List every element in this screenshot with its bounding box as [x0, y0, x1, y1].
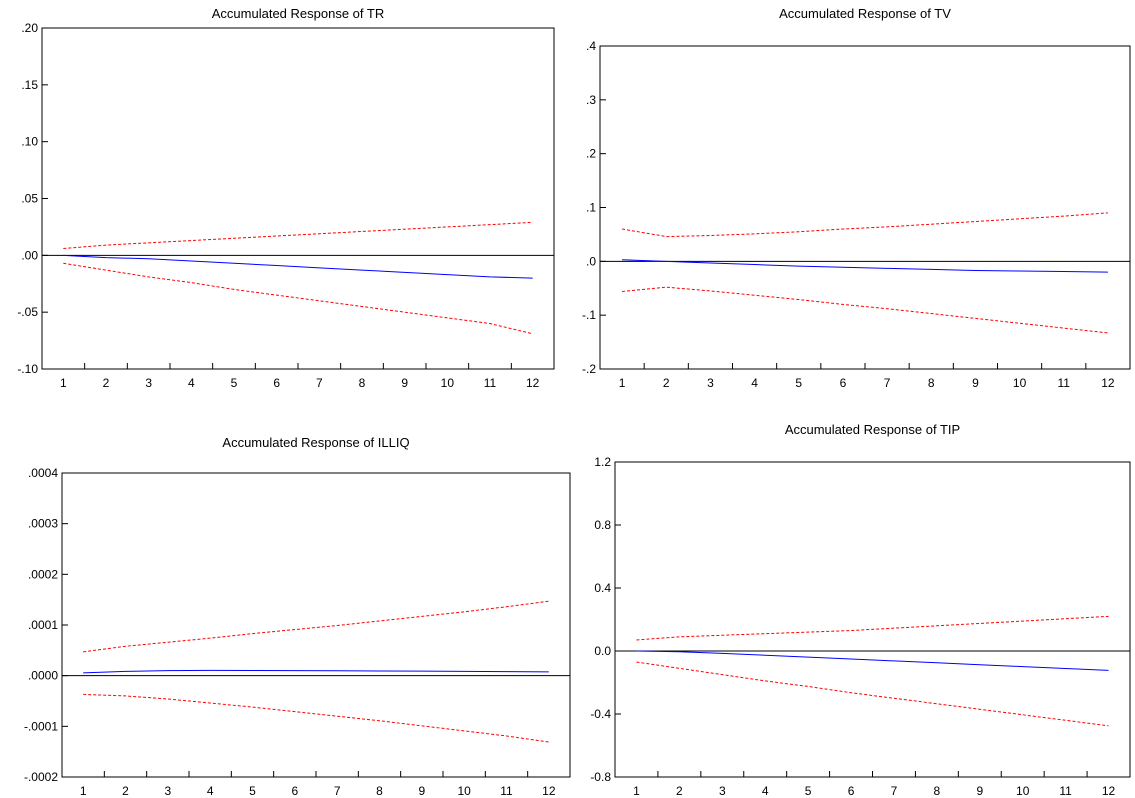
x-tick-label: 3 — [707, 376, 714, 390]
y-tick-label: .0000 — [28, 669, 58, 683]
y-tick-label: -.05 — [17, 305, 38, 319]
x-tick-label: 1 — [619, 376, 626, 390]
chart-panel-2: Accumulated Response of TV .4 .3 .2 .1 .0 -.1 -… — [582, 6, 1131, 390]
x-tick-label: 10 — [1013, 376, 1027, 390]
y-tick-label: -.1 — [582, 308, 596, 322]
y-tick-label: -.10 — [17, 362, 38, 376]
x-tick-label: 1 — [60, 376, 67, 390]
x-tick-label: 3 — [164, 784, 171, 798]
series-line-lower-band — [622, 286, 1108, 334]
x-tick-label: 10 — [441, 376, 455, 390]
plot-frame — [599, 45, 1131, 370]
chart-panel-1: Accumulated Response of TR .20 .15 .10 .05 .0… — [17, 6, 555, 390]
x-tick-label: 2 — [663, 376, 670, 390]
y-tick-label: .0002 — [28, 567, 58, 581]
y-tick-label: -.0001 — [24, 719, 58, 733]
chart-title: Accumulated Response of TIP — [785, 422, 960, 437]
y-tick-label: .1 — [586, 201, 596, 215]
x-tick-label: 6 — [848, 784, 855, 798]
x-tick-label: 3 — [719, 784, 726, 798]
chart-title: Accumulated Response of TV — [779, 6, 951, 21]
chart-title: Accumulated Response of TR — [212, 6, 384, 21]
x-tick-label: 1 — [633, 784, 640, 798]
chart-panel-3: Accumulated Response of ILLIQ .0004 .0003.… — [24, 435, 571, 798]
x-tick-label: 9 — [976, 784, 983, 798]
x-tick-label: 8 — [376, 784, 383, 798]
y-tick-label: 0.4 — [594, 581, 611, 595]
x-tick-label: 1 — [80, 784, 87, 798]
x-tick-label: 11 — [1058, 376, 1071, 390]
series-line-response — [622, 259, 1108, 273]
y-tick-label: .10 — [21, 135, 38, 149]
y-tick-label: .4 — [586, 39, 596, 53]
x-tick-label: 12 — [1102, 784, 1116, 798]
x-tick-label: 6 — [273, 376, 280, 390]
x-tick-label: 9 — [418, 784, 425, 798]
y-tick-label: -.2 — [582, 362, 596, 376]
series-line-response — [83, 669, 549, 674]
y-tick-label: .3 — [586, 93, 596, 107]
y-tick-label: -.0002 — [24, 770, 58, 784]
x-tick-label: 4 — [751, 376, 758, 390]
x-tick-label: 10 — [457, 784, 471, 798]
y-tick-label: 0.0 — [594, 644, 611, 658]
series-line-upper-band — [83, 600, 549, 653]
x-tick-label: 4 — [762, 784, 769, 798]
x-tick-label: 10 — [1016, 784, 1030, 798]
x-tick-label: 5 — [249, 784, 256, 798]
x-tick-label: 9 — [972, 376, 979, 390]
x-tick-label: 6 — [291, 784, 298, 798]
x-tick-label: 5 — [231, 376, 238, 390]
x-tick-label: 2 — [103, 376, 110, 390]
x-tick-label: 11 — [500, 784, 513, 798]
y-tick-label: .0001 — [28, 618, 58, 632]
series-line-upper-band — [636, 615, 1109, 641]
x-tick-label: 8 — [359, 376, 366, 390]
x-tick-label: 11 — [1059, 784, 1072, 798]
x-tick-label: 4 — [188, 376, 195, 390]
x-tick-label: 8 — [934, 784, 941, 798]
chart-title: Accumulated Response of ILLIQ — [222, 435, 409, 450]
y-tick-label: 0.8 — [594, 518, 611, 532]
y-tick-label: .05 — [21, 192, 38, 206]
y-tick-label: .0004 — [28, 466, 58, 480]
x-tick-label: 12 — [542, 784, 556, 798]
x-tick-label: 9 — [401, 376, 408, 390]
plot-frame — [61, 472, 571, 778]
x-tick-label: 7 — [316, 376, 323, 390]
series-line-upper-band — [621, 212, 1108, 238]
y-tick-label: .0 — [586, 254, 596, 268]
chart-panel-4: Accumulated Response of TIP 1.2 0.8 0.4 0.0 -… — [590, 422, 1131, 798]
series-line-lower-band — [63, 262, 533, 335]
y-tick-label: .20 — [21, 21, 38, 35]
series-line-upper-band — [63, 221, 533, 250]
y-tick-label: -0.4 — [590, 707, 611, 721]
x-tick-label: 4 — [207, 784, 214, 798]
x-tick-label: 5 — [795, 376, 802, 390]
series-line-lower-band — [636, 661, 1109, 727]
x-tick-label: 11 — [484, 376, 497, 390]
x-tick-label: 3 — [145, 376, 152, 390]
x-tick-label: 2 — [122, 784, 129, 798]
x-tick-label: 7 — [884, 376, 891, 390]
x-tick-label: 2 — [676, 784, 683, 798]
y-tick-label: -0.8 — [590, 770, 611, 784]
x-tick-label: 7 — [891, 784, 898, 798]
series-line-lower-band — [83, 693, 549, 743]
y-tick-label: 1.2 — [594, 455, 611, 469]
x-tick-label: 5 — [805, 784, 812, 798]
x-tick-label: 8 — [928, 376, 935, 390]
series-line-response — [63, 254, 533, 279]
x-tick-label: 12 — [1101, 376, 1115, 390]
x-tick-label: 12 — [526, 376, 540, 390]
y-tick-label: .2 — [586, 147, 596, 161]
y-tick-label: .0003 — [28, 517, 58, 531]
x-tick-label: 7 — [334, 784, 341, 798]
y-tick-label: .00 — [21, 248, 38, 262]
series-line-response — [636, 650, 1109, 671]
y-tick-label: .15 — [21, 78, 38, 92]
plot-frame — [41, 27, 555, 370]
x-tick-label: 6 — [840, 376, 847, 390]
